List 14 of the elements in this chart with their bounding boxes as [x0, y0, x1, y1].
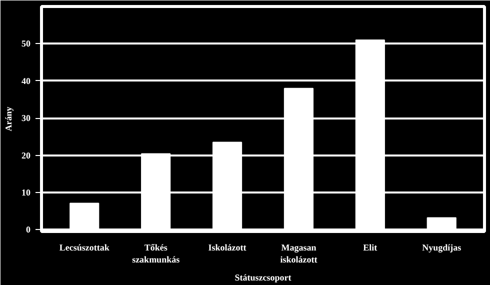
x-tick-label: Elit [363, 242, 378, 252]
y-tick-label: 30 [22, 113, 31, 124]
y-tick-label: 20 [22, 150, 31, 160]
x-tick-label: Iskolázott [208, 242, 246, 252]
x-tick-label: Nyugdíjas [422, 242, 462, 252]
y-tick-label: 0 [26, 224, 31, 235]
y-tick-label: 10 [22, 187, 31, 198]
y-axis-title: Arány [4, 106, 14, 132]
x-tick-label: Magasan iskolázott [280, 242, 318, 264]
x-tick-label: Tőkés szakmunkás [132, 242, 180, 264]
x-axis-title: Státuszcsoport [234, 272, 292, 282]
y-tick-label: 50 [22, 38, 31, 49]
x-tick-label: Lecsúszottak [59, 242, 110, 252]
y-tick-label: 40 [22, 76, 31, 86]
